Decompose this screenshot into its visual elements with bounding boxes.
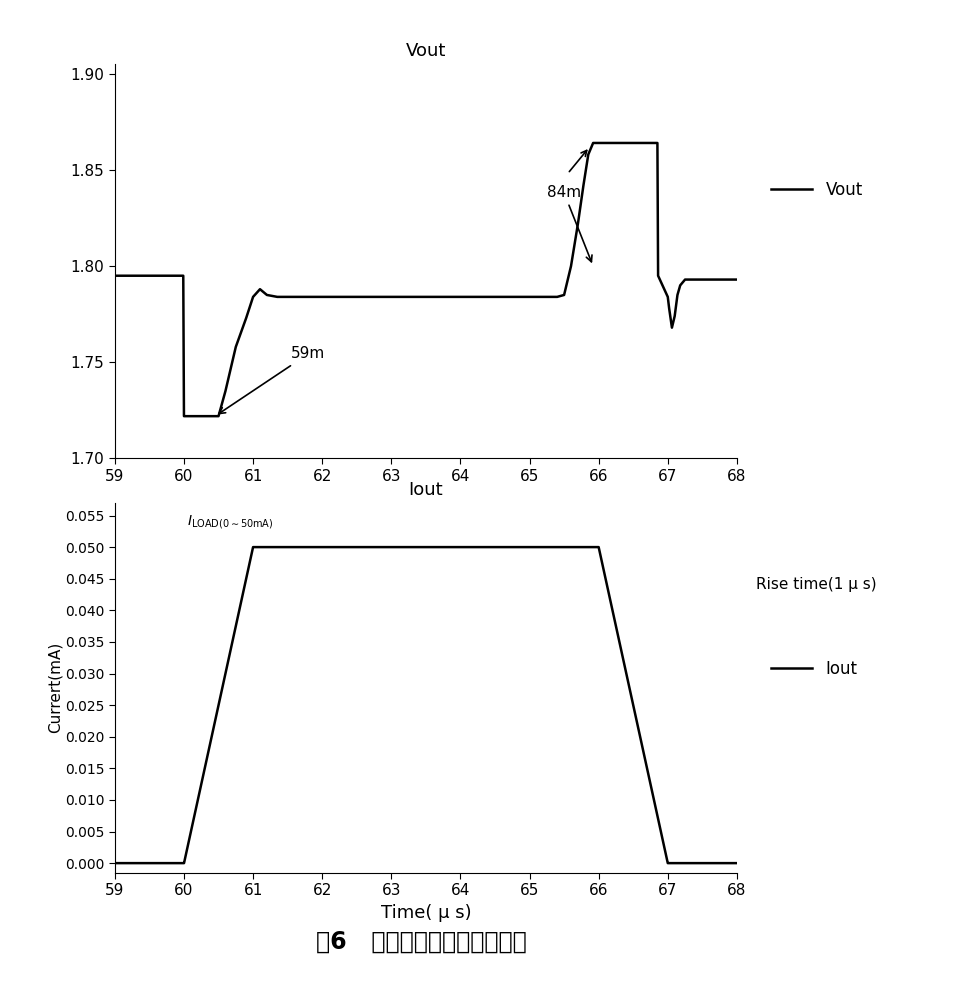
Text: 图6   线性稳压器的瞬态仿真图: 图6 线性稳压器的瞬态仿真图 <box>316 930 526 953</box>
X-axis label: Time( μ s): Time( μ s) <box>381 903 471 922</box>
Title: Iout: Iout <box>409 480 443 499</box>
Text: 59m: 59m <box>219 346 325 413</box>
Text: 84m: 84m <box>546 184 592 262</box>
Text: $\mathit{I}_{\mathrm{LOAD(0{\sim}50mA)}}$: $\mathit{I}_{\mathrm{LOAD(0{\sim}50mA)}}… <box>188 514 274 531</box>
Text: Rise time(1 μ s): Rise time(1 μ s) <box>756 577 877 592</box>
Title: Vout: Vout <box>406 41 446 60</box>
Legend: Vout: Vout <box>764 175 870 206</box>
Y-axis label: Currert(mA): Currert(mA) <box>47 642 62 734</box>
Legend: Iout: Iout <box>764 654 864 685</box>
